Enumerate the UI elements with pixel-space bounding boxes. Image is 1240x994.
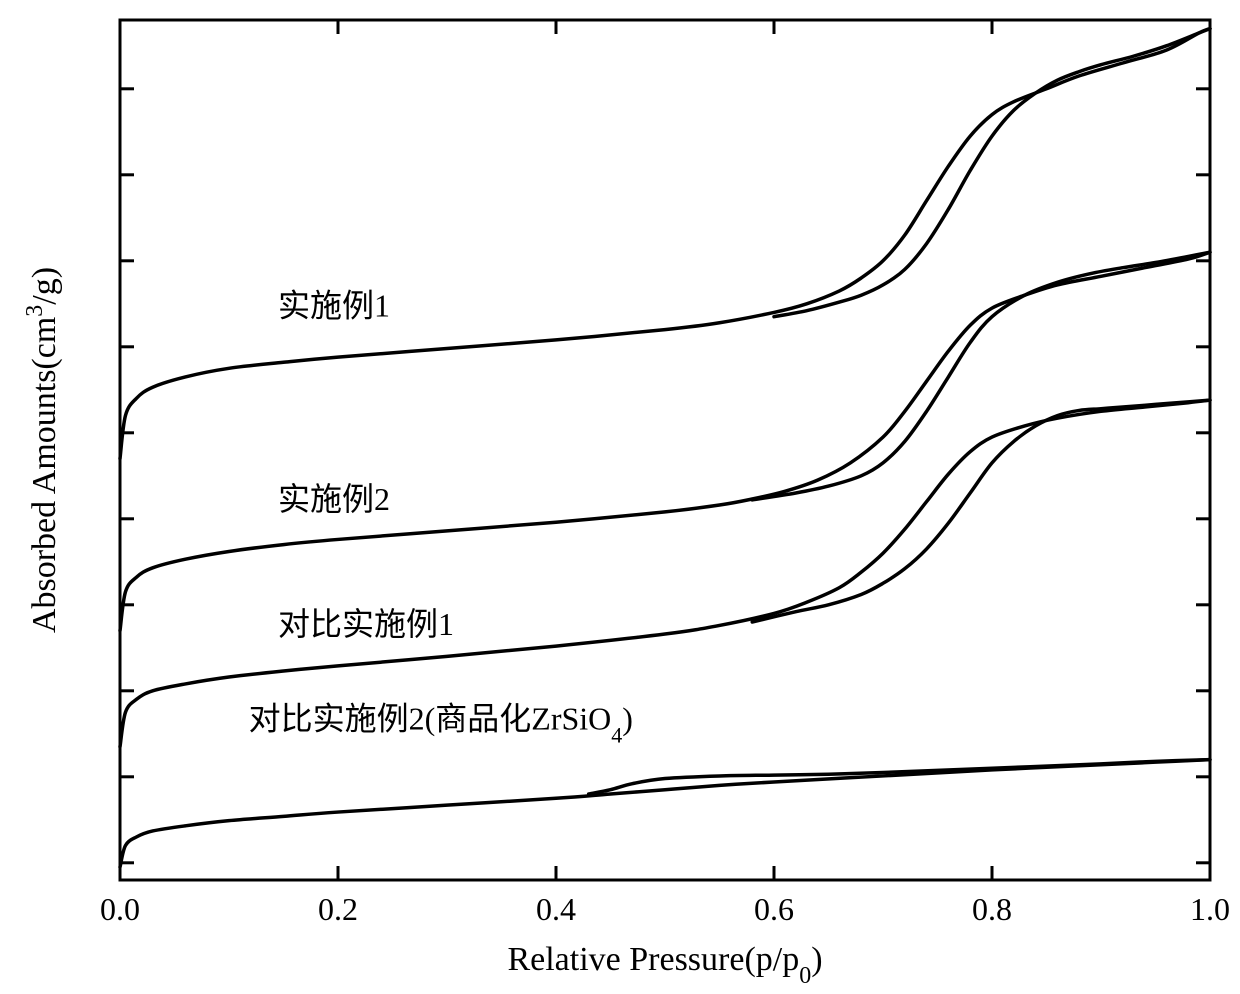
x-tick-label: 0.8 — [972, 891, 1012, 927]
x-tick-label: 0.2 — [318, 891, 358, 927]
curve-comp1-adsorption — [120, 400, 1210, 747]
curve-ex1-desorption — [774, 29, 1210, 317]
x-axis-label: Relative Pressure(p/p0) — [507, 941, 822, 989]
series-label-comp1: 对比实施例1 — [278, 606, 454, 642]
series-label-ex2: 实施例2 — [278, 481, 390, 517]
curve-ex1-adsorption — [120, 29, 1210, 459]
series-label-comp2: 对比实施例2(商品化ZrSiO4) — [249, 701, 633, 748]
isotherm-chart: 0.0 0.2 0.4 0.6 0.8 1.0 Relative Pressure(p/p0… — [0, 0, 1240, 994]
y-axis-label: Absorbed Amounts(cm3/g) — [22, 267, 63, 633]
x-tick-label: 0.0 — [100, 891, 140, 927]
x-tick-label: 1.0 — [1190, 891, 1230, 927]
curve-comp2-adsorption — [120, 760, 1210, 868]
curve-ex2-desorption — [752, 252, 1210, 500]
chart-container: 0.0 0.2 0.4 0.6 0.8 1.0 Relative Pressure(p/p0… — [0, 0, 1240, 994]
curve-comp1-desorption — [752, 400, 1210, 622]
plot-frame — [120, 20, 1210, 880]
series-label-ex1: 实施例1 — [278, 288, 390, 324]
x-tick-label: 0.6 — [754, 891, 794, 927]
x-tick-label: 0.4 — [536, 891, 576, 927]
